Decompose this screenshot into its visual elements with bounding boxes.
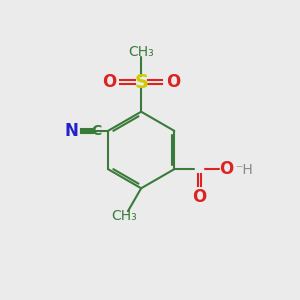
Text: CH₃: CH₃ <box>128 45 154 59</box>
Text: O: O <box>167 73 181 91</box>
Text: C: C <box>92 124 102 138</box>
Text: CH₃: CH₃ <box>111 209 137 223</box>
Text: S: S <box>134 73 148 92</box>
Text: O: O <box>192 188 206 206</box>
Text: O: O <box>102 73 116 91</box>
Text: N: N <box>64 122 78 140</box>
Text: ⁻H: ⁻H <box>235 163 252 177</box>
Text: O: O <box>219 160 233 178</box>
